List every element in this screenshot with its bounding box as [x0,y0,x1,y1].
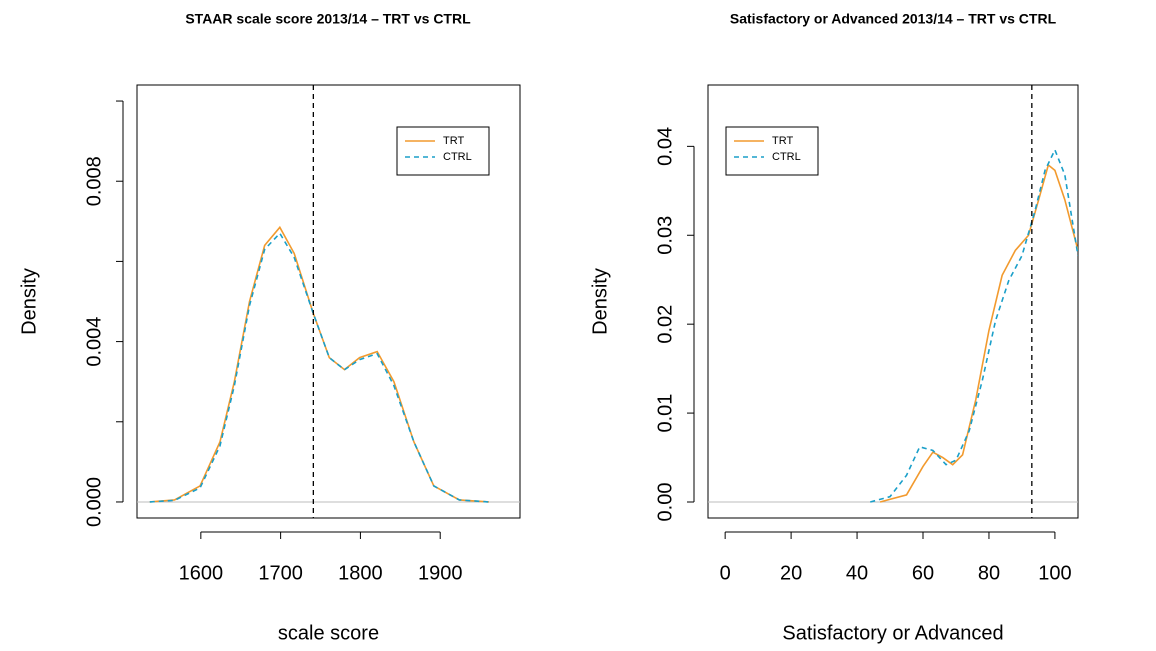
legend-label: CTRL [772,151,801,163]
chart-title: STAAR scale score 2013/14 – TRT vs CTRL [185,11,471,27]
legend-box [396,126,490,176]
y-tick-label: 0.00 [654,483,676,522]
x-tick-label: 0 [720,562,731,584]
x-tick-label: 100 [1038,562,1071,584]
y-tick-label: 0.008 [83,156,105,206]
y-tick-label: 0.04 [654,127,676,166]
x-tick-label: 1800 [338,562,383,584]
x-tick-label: 60 [912,562,934,584]
legend-label: TRT [772,135,793,147]
plot-box [707,84,1079,519]
x-axis-title: Satisfactory or Advanced [782,622,1003,644]
x-tick-label: 80 [978,562,1000,584]
y-axis-title: Density [18,268,40,335]
x-tick-label: 40 [846,562,868,584]
legend: TRT CTRL [396,126,490,176]
density-line [870,147,1078,503]
y-tick-label: 0.02 [654,305,676,344]
x-axis-title: scale score [278,622,379,644]
legend-label: CTRL [443,151,472,163]
x-tick-label: 1900 [418,562,463,584]
legend-label: TRT [443,135,464,147]
x-tick-label: 1700 [258,562,303,584]
legend: TRT CTRL [725,126,819,176]
y-tick-label: 0.03 [654,216,676,255]
density-line [149,232,489,503]
y-tick-label: 0.000 [83,477,105,527]
chart-title: Satisfactory or Advanced 2013/14 – TRT v… [730,11,1057,27]
y-tick-label: 0.004 [83,317,105,367]
density-line [149,225,489,503]
plot-box [136,84,521,519]
y-tick-label: 0.01 [654,394,676,433]
x-tick-label: 1600 [179,562,224,584]
panel: Satisfactory or Advanced 2013/14 – TRT v… [589,11,1079,644]
plot-area [708,85,1078,518]
plot-area [137,85,520,518]
panel: STAAR scale score 2013/14 – TRT vs CTRL s… [18,11,521,644]
x-tick-label: 20 [780,562,802,584]
y-axis-title: Density [589,268,611,335]
legend-box [725,126,819,176]
density-line [879,163,1078,503]
